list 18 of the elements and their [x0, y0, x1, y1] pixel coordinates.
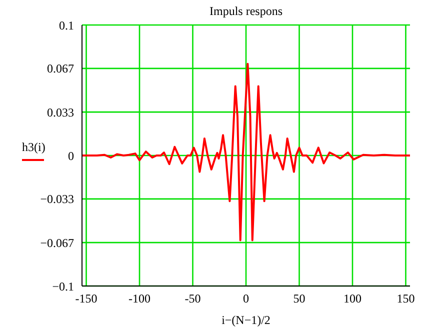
- x-tick-label: 150: [396, 292, 415, 306]
- y-tick-label: −0.067: [40, 236, 74, 250]
- y-tick-label: 0: [68, 148, 74, 163]
- y-tick-label: −0.1: [52, 279, 74, 294]
- y-axis-title: h3(i): [22, 140, 46, 155]
- y-tick-label: −0.033: [40, 192, 74, 206]
- y-tick-label: 0.033: [47, 105, 74, 120]
- x-tick-label: 100: [343, 292, 362, 306]
- y-tick-label: 0.1: [59, 18, 74, 32]
- line-series: [82, 62, 410, 242]
- x-axis-title: i−(N−1)/2: [222, 313, 270, 327]
- x-tick-label: -100: [128, 292, 151, 306]
- x-tick-label: 50: [293, 292, 306, 306]
- chart-title: Impuls respons: [208, 4, 284, 19]
- x-tick-label: -150: [75, 292, 98, 306]
- x-tick-label: -50: [184, 292, 201, 306]
- y-tick-label: 0.067: [47, 62, 74, 76]
- x-tick-label: 0: [243, 292, 249, 306]
